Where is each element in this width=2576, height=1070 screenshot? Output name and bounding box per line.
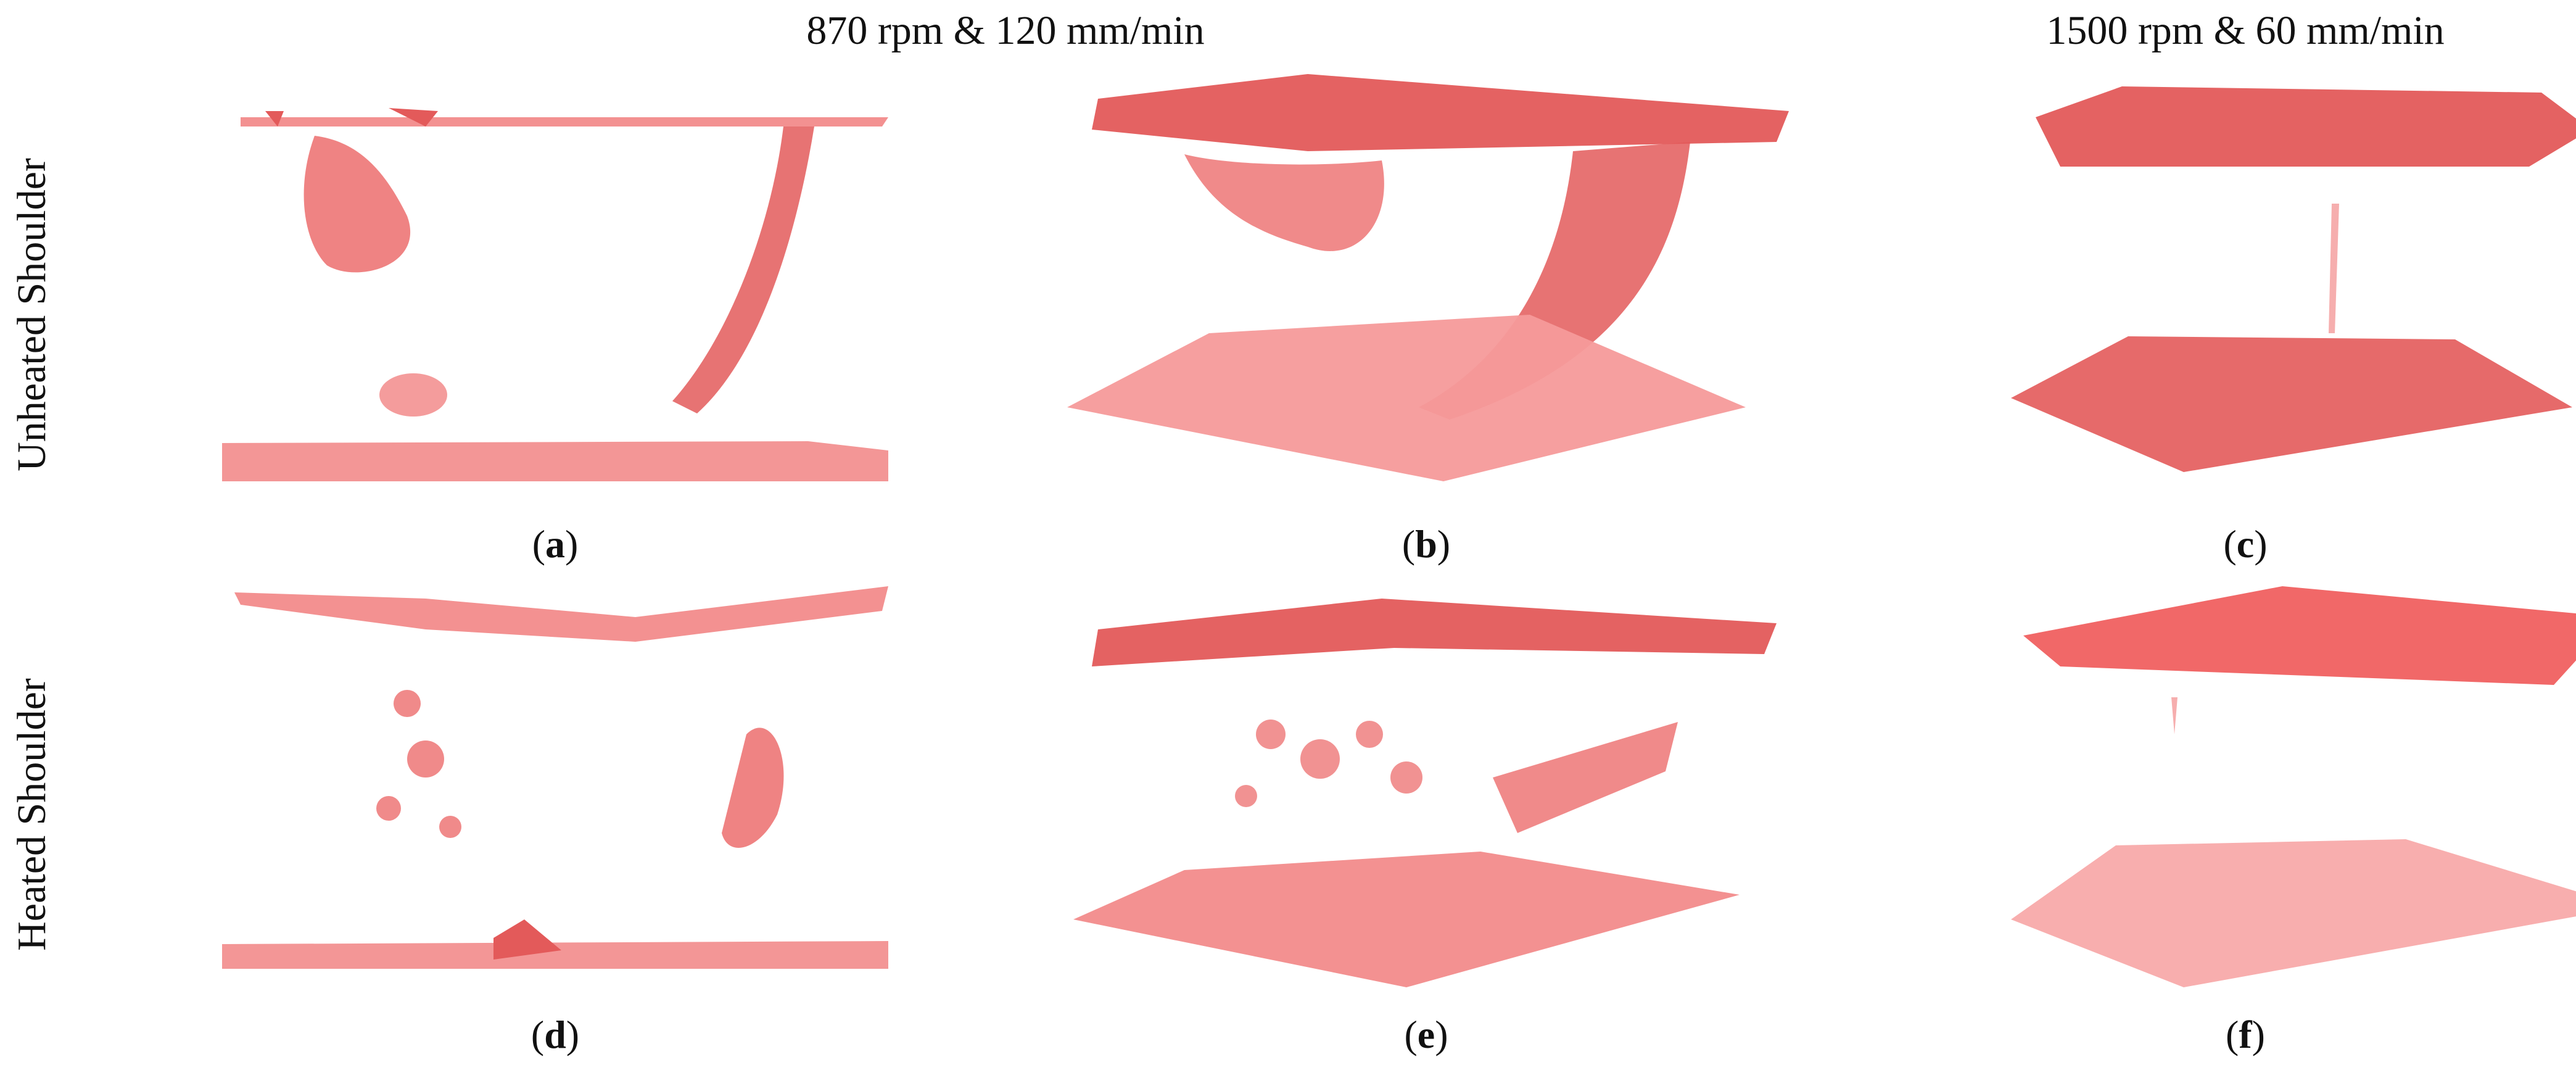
caption-e-letter: e <box>1417 1013 1435 1056</box>
row-label-unheated: Unheated Shoulder <box>9 158 54 471</box>
panel-f-3d-defect-render <box>1925 574 2576 1000</box>
panel-a-image <box>222 108 888 481</box>
caption-f-letter: f <box>2239 1013 2252 1056</box>
panel-a-3d-defect-render <box>204 80 1005 506</box>
panel-d-image <box>222 586 888 969</box>
panel-c-image <box>2011 86 2576 472</box>
caption-c: (c) <box>2223 522 2268 566</box>
panel-b-image <box>1067 74 1789 481</box>
row-label-heated: Heated Shoulder <box>9 678 54 951</box>
panel-f-image <box>2011 586 2576 987</box>
caption-c-letter: c <box>2236 522 2255 566</box>
caption-d: (d) <box>530 1013 580 1056</box>
caption-f: (f) <box>2226 1013 2265 1056</box>
caption-a-letter: a <box>545 522 565 566</box>
column-heading-1500rpm: 1500 rpm & 60 mm/min <box>2046 8 2445 53</box>
caption-a: (a) <box>532 522 579 566</box>
panel-e-3d-defect-render <box>1049 574 1851 1000</box>
panel-e-image <box>1073 599 1777 987</box>
caption-b-letter: b <box>1415 522 1437 566</box>
caption-b: (b) <box>1402 522 1451 566</box>
caption-d-letter: d <box>544 1013 566 1056</box>
panel-b-3d-defect-render <box>1049 62 1851 487</box>
column-heading-870rpm: 870 rpm & 120 mm/min <box>806 8 1205 53</box>
panel-d-3d-defect-render <box>204 574 1005 1000</box>
caption-e: (e) <box>1404 1013 1448 1056</box>
panel-c-3d-defect-render <box>1925 62 2576 487</box>
